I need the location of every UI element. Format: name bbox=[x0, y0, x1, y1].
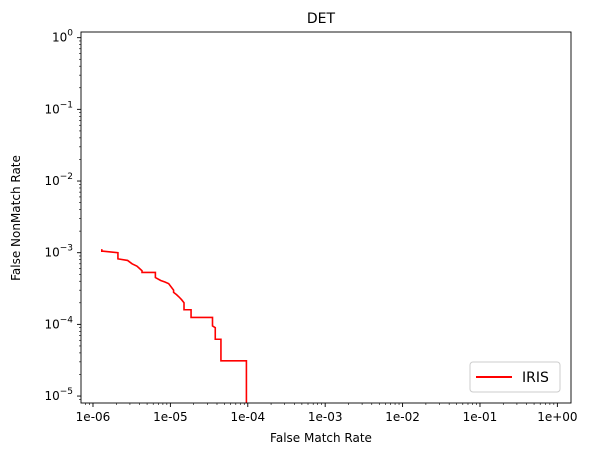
series-line-0 bbox=[101, 249, 248, 403]
y-tick-label: 10−3 bbox=[44, 244, 73, 260]
legend: IRIS bbox=[469, 361, 561, 393]
legend-label-iris: IRIS bbox=[522, 370, 549, 386]
chart-title: DET bbox=[307, 11, 336, 27]
plot-area: 1e-06 1e-05 1e-04 1e-03 1e-02 1e-01 1e+00 10−5 1… bbox=[44, 29, 577, 424]
y-tick-label: 10−4 bbox=[44, 315, 73, 331]
x-axis-label: False Match Rate bbox=[270, 431, 372, 445]
legend-box bbox=[469, 361, 561, 393]
y-tick-label: 10−2 bbox=[44, 172, 73, 188]
x-tick-label: 1e+00 bbox=[537, 410, 577, 424]
y-tick-label: 10−5 bbox=[44, 387, 73, 403]
y-axis-label: False NonMatch Rate bbox=[9, 155, 23, 281]
y-tick-label: 10−1 bbox=[44, 100, 73, 116]
plot-frame bbox=[80, 31, 572, 404]
x-tick-label: 1e-02 bbox=[385, 410, 420, 424]
x-tick-label: 1e-01 bbox=[463, 410, 498, 424]
y-tick-label: 100 bbox=[52, 29, 73, 45]
x-tick-label: 1e-05 bbox=[153, 410, 188, 424]
x-tick-label: 1e-03 bbox=[308, 410, 343, 424]
x-tick-label: 1e-04 bbox=[230, 410, 265, 424]
x-tick-label: 1e-06 bbox=[76, 410, 111, 424]
